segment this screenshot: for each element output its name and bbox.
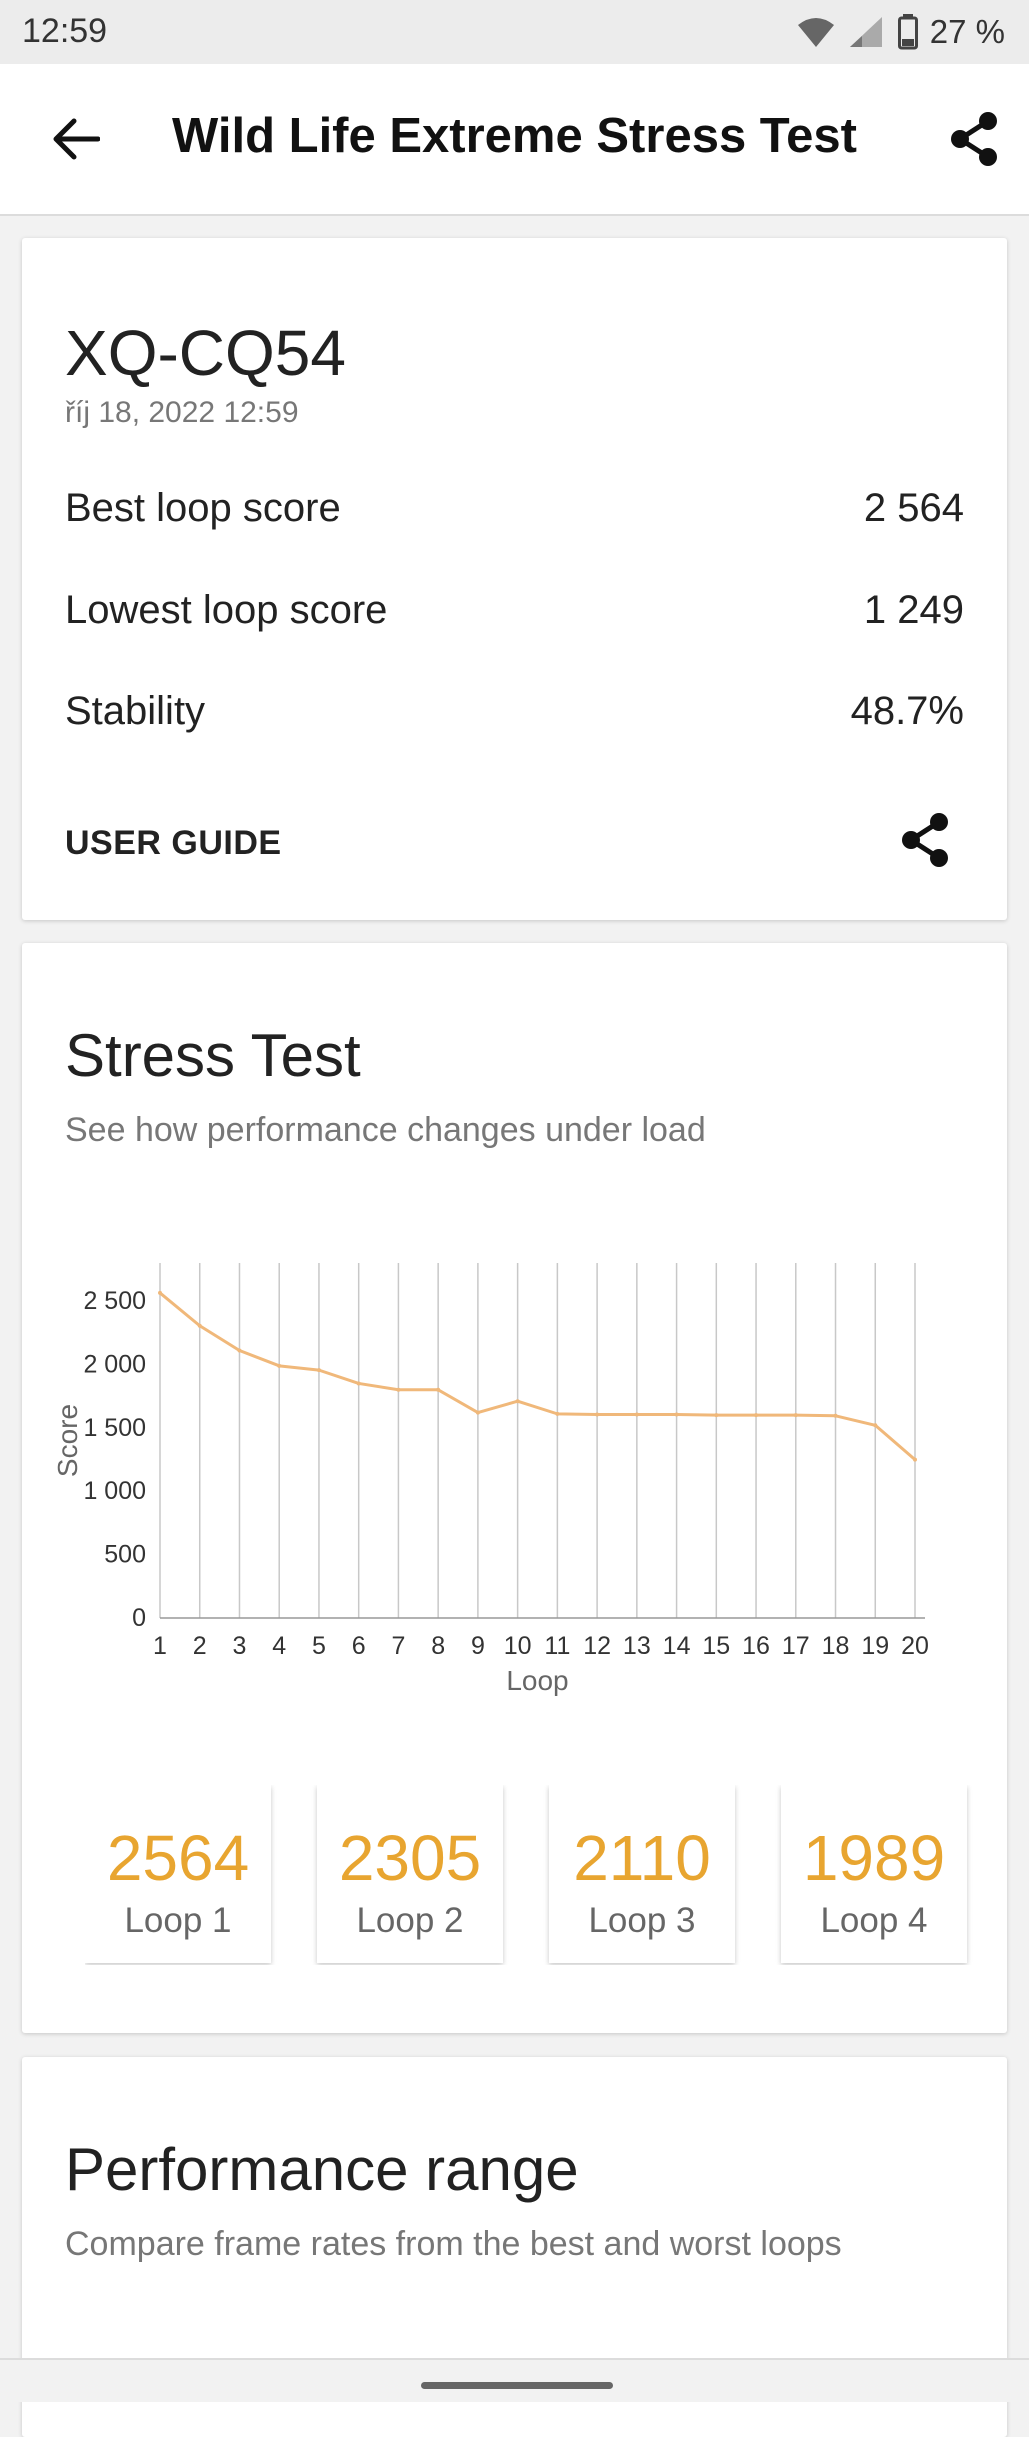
loop-label: Loop 3 xyxy=(588,1901,696,1940)
section-subtitle: Compare frame rates from the best and wo… xyxy=(65,2225,842,2263)
test-date: říj 18, 2022 12:59 xyxy=(65,396,299,429)
share-result-button[interactable] xyxy=(893,808,957,872)
data-point xyxy=(833,1413,838,1418)
loop-card[interactable]: 2110 Loop 3 xyxy=(549,1785,735,1963)
x-tick-label: 3 xyxy=(233,1632,247,1660)
data-point xyxy=(913,1457,917,1462)
x-tick-label: 16 xyxy=(742,1632,770,1660)
stat-value: 48.7% xyxy=(850,688,964,733)
stat-value: 1 249 xyxy=(863,587,964,632)
section-title: Performance range xyxy=(65,2136,579,2203)
back-button[interactable] xyxy=(40,104,110,174)
loop-score: 2305 xyxy=(338,1822,482,1894)
loop-card[interactable]: 1989 Loop 4 xyxy=(781,1785,967,1963)
data-point xyxy=(316,1368,321,1373)
y-tick-label: 1 500 xyxy=(83,1414,146,1442)
loop-card[interactable]: 2305 Loop 2 xyxy=(317,1785,503,1963)
loop-label: Loop 2 xyxy=(356,1901,464,1940)
lowest-loop-score-row: Lowest loop score 1 249 xyxy=(65,580,964,640)
y-tick-label: 1 000 xyxy=(83,1477,146,1505)
data-point xyxy=(714,1413,719,1418)
x-tick-label: 8 xyxy=(431,1632,445,1660)
x-tick-label: 17 xyxy=(782,1632,810,1660)
series-line xyxy=(159,1291,916,1461)
signal-icon xyxy=(849,17,882,47)
x-tick-label: 13 xyxy=(623,1632,651,1660)
y-tick-label: 2 500 xyxy=(83,1287,146,1315)
data-point xyxy=(595,1412,600,1417)
section-title: Stress Test xyxy=(65,1022,361,1089)
y-axis-title: Score xyxy=(52,1404,83,1477)
data-point xyxy=(396,1387,401,1392)
loop-card[interactable]: 2564 Loop 1 xyxy=(85,1785,271,1963)
system-nav-bar xyxy=(0,2358,1029,2402)
x-tick-label: 15 xyxy=(702,1632,730,1660)
loop-score: 2110 xyxy=(573,1822,711,1894)
loop-score: 2564 xyxy=(106,1822,250,1894)
x-tick-label: 20 xyxy=(901,1632,929,1660)
x-tick-label: 2 xyxy=(193,1632,207,1660)
x-tick-label: 18 xyxy=(822,1632,850,1660)
stat-label: Best loop score xyxy=(65,485,341,530)
x-tick-label: 7 xyxy=(391,1632,405,1660)
x-tick-label: 10 xyxy=(504,1632,532,1660)
data-point xyxy=(515,1399,520,1404)
status-icons: 27 % xyxy=(796,12,1005,52)
device-name: XQ-CQ54 xyxy=(65,317,346,389)
share-button[interactable] xyxy=(939,104,1009,174)
stat-value: 2 564 xyxy=(863,485,964,530)
x-tick-label: 5 xyxy=(312,1632,326,1660)
y-tick-label: 0 xyxy=(132,1604,146,1632)
status-bar: 12:59 27 % xyxy=(0,0,1029,64)
data-point xyxy=(475,1410,480,1415)
app-bar: Wild Life Extreme Stress Test xyxy=(0,64,1029,216)
stability-row: Stability 48.7% xyxy=(65,681,964,741)
battery-percent: 27 % xyxy=(929,13,1005,50)
share-icon xyxy=(902,813,948,867)
data-point xyxy=(634,1412,639,1417)
loop-score: 1989 xyxy=(802,1822,946,1894)
data-point xyxy=(356,1381,361,1386)
section-subtitle: See how performance changes under load xyxy=(65,1111,706,1149)
x-tick-label: 12 xyxy=(583,1632,611,1660)
x-tick-label: 4 xyxy=(272,1632,286,1660)
data-point xyxy=(754,1413,759,1418)
battery-icon xyxy=(897,14,918,50)
stat-label: Stability xyxy=(65,688,206,733)
user-guide-link[interactable]: USER GUIDE xyxy=(65,824,282,862)
arrow-left-icon xyxy=(53,118,100,160)
x-axis-title: Loop xyxy=(506,1665,568,1696)
data-point xyxy=(555,1411,560,1416)
data-point xyxy=(793,1413,798,1418)
loop-label: Loop 1 xyxy=(124,1901,232,1940)
data-point xyxy=(873,1423,878,1428)
x-tick-label: 11 xyxy=(544,1632,570,1660)
stress-test-card: Stress Test See how performance changes … xyxy=(22,943,1007,2033)
data-point xyxy=(158,1290,162,1295)
data-point xyxy=(277,1363,282,1368)
best-loop-score-row: Best loop score 2 564 xyxy=(65,478,964,538)
x-tick-label: 9 xyxy=(471,1632,485,1660)
stat-label: Lowest loop score xyxy=(65,587,388,632)
data-point xyxy=(197,1323,202,1328)
home-gesture-handle[interactable] xyxy=(421,2382,613,2389)
loop-label: Loop 4 xyxy=(820,1901,928,1940)
x-tick-label: 1 xyxy=(153,1632,167,1660)
share-icon xyxy=(951,112,997,166)
status-time: 12:59 xyxy=(22,12,108,50)
y-tick-label: 2 000 xyxy=(83,1350,146,1378)
wifi-icon xyxy=(797,18,834,47)
y-tick-label: 500 xyxy=(104,1541,146,1569)
x-tick-label: 19 xyxy=(861,1632,889,1660)
x-tick-label: 6 xyxy=(352,1632,366,1660)
data-point xyxy=(674,1412,679,1417)
page-title: Wild Life Extreme Stress Test xyxy=(172,109,857,163)
x-tick-label: 14 xyxy=(663,1632,691,1660)
data-point xyxy=(237,1348,242,1353)
loop-scores-row[interactable]: 2564 Loop 1 2305 Loop 2 2110 Loop 3 1989… xyxy=(85,1785,990,1965)
data-point xyxy=(436,1387,441,1392)
device-summary-card: XQ-CQ54 říj 18, 2022 12:59 Best loop sco… xyxy=(22,238,1007,920)
